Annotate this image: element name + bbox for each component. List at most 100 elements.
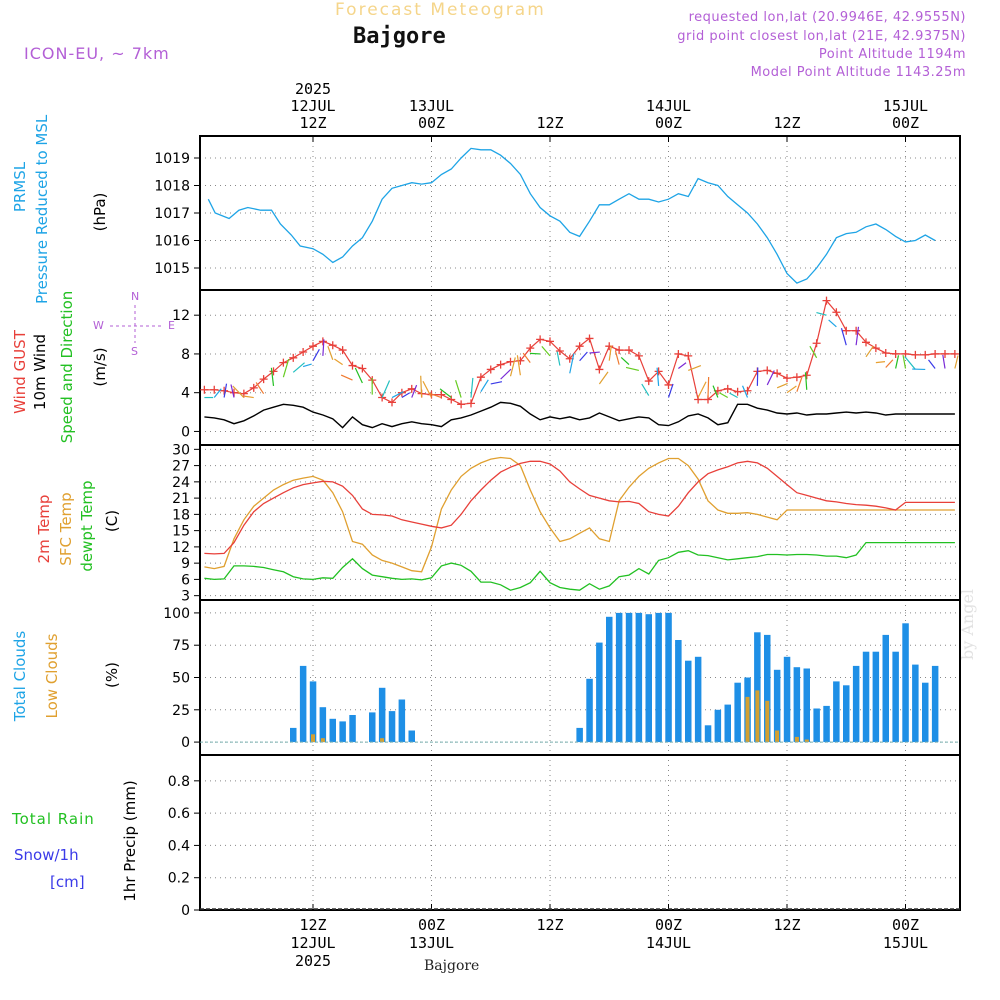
wind-direction-arrow: [828, 319, 837, 328]
total-clouds-bar: [783, 656, 791, 743]
temp-panel-border: [199, 444, 961, 601]
wind-gust-point: [407, 384, 416, 393]
total-clouds-bar: [378, 687, 386, 743]
total-clouds-bar: [724, 704, 731, 743]
wind-gust-point: [950, 349, 959, 358]
wind-direction-arrow: [480, 379, 489, 393]
wind-gust-point: [733, 387, 742, 396]
precip-tick-label: 0.6: [168, 806, 190, 822]
wind-tick-label: 8: [181, 347, 190, 363]
prmsl-series-line: [207, 147, 936, 284]
total-clouds-bar: [408, 730, 415, 743]
wind-gust-point: [862, 338, 870, 347]
clouds-tick-label: 75: [172, 638, 190, 654]
wind-direction-arrow: [322, 339, 325, 356]
wind-gust-point: [674, 349, 683, 358]
wind-direction-arrow: [541, 345, 551, 357]
location-name: Bajgore: [353, 24, 446, 49]
wind-direction-arrow: [334, 358, 343, 366]
wind-direction-arrow: [688, 364, 702, 371]
total-clouds-bar: [843, 685, 850, 743]
total-clouds-bar: [704, 725, 712, 743]
wind-direction-arrow: [381, 380, 391, 398]
wind-direction-arrow: [840, 328, 847, 346]
wind-direction-arrow: [556, 351, 561, 366]
compass-n: N: [131, 290, 140, 303]
total-clouds-bar: [714, 709, 722, 743]
wind-gust-point: [644, 377, 653, 386]
total-clouds-bar: [813, 708, 820, 743]
wind-gust-point: [279, 358, 288, 367]
wind-gust-point: [546, 337, 554, 346]
wind-direction-arrow: [428, 392, 442, 399]
pressure-tick-label: 1019: [154, 151, 190, 167]
low-clouds-bar: [804, 739, 809, 743]
total-clouds-bar: [912, 664, 919, 743]
top-time-label: 12Z: [536, 114, 563, 132]
total-clouds-bar: [576, 727, 583, 743]
wind-direction-arrow: [719, 392, 729, 399]
wind-direction-arrow: [244, 395, 254, 399]
wind-direction-arrow: [411, 384, 418, 398]
total-clouds-bar: [685, 660, 692, 743]
precip-tick-label: 0.8: [168, 774, 190, 790]
wind-direction-arrow: [522, 352, 531, 364]
low-clouds-bar: [775, 730, 780, 743]
requested-coords: requested lon,lat (20.9946E, 42.9555N): [688, 10, 966, 25]
wind-direction-arrow: [928, 359, 936, 369]
temp-tick-label: 9: [181, 556, 190, 572]
wind-gust-point: [299, 348, 308, 356]
temp-tick-label: 24: [172, 475, 190, 491]
point-altitude: Point Altitude 1194m: [818, 47, 966, 62]
wind-gust-point: [338, 346, 347, 355]
total-clouds-bar: [606, 616, 613, 743]
total-clouds-bar: [823, 705, 830, 743]
wind-gust-point: [506, 357, 515, 366]
wind-gust-point: [388, 398, 396, 407]
wind-gust-point: [625, 346, 633, 355]
wind-direction-arrow: [401, 392, 411, 399]
model-point-altitude: Model Point Altitude 1143.25m: [750, 65, 966, 80]
wind-direction-arrow: [213, 388, 222, 398]
wind-gust-point: [832, 308, 841, 317]
wind-direction-arrow: [439, 388, 452, 399]
top-time-label: 00Z: [892, 114, 919, 132]
total-clouds-bar: [872, 651, 880, 743]
total-clouds-bar: [329, 718, 336, 743]
wind-direction-arrow: [422, 380, 433, 398]
bottom-time-label: 12Z: [299, 916, 326, 934]
pressure-tick-label: 1017: [154, 206, 190, 222]
wind-direction-arrow: [255, 382, 265, 394]
total-clouds-bar: [754, 632, 761, 743]
top-time-label: 00Z: [418, 114, 445, 132]
wind-direction-arrow: [529, 352, 541, 355]
wind-gust-point: [792, 373, 801, 382]
total-clouds-bar: [931, 665, 939, 743]
wind-gust-point: [654, 367, 663, 376]
compass-e: E: [168, 319, 175, 332]
wind-gust-point: [881, 348, 890, 357]
total-clouds-bar: [734, 682, 741, 743]
temp-tick-label: 3: [181, 589, 190, 605]
wind-gust-point: [585, 334, 594, 343]
wind-gust-point: [763, 366, 772, 375]
wind-gust-point: [555, 347, 564, 356]
total-clouds-bar: [299, 665, 307, 743]
wind-gust-point: [773, 369, 782, 378]
total-clouds-bar: [398, 699, 406, 743]
wind-direction-arrow: [230, 384, 235, 398]
wind-direction-arrow: [954, 355, 959, 369]
wind-direction-arrow: [776, 382, 788, 389]
wind-direction-arrow: [232, 385, 245, 398]
wind-direction-arrow: [667, 383, 674, 398]
wind-direction-arrow: [420, 375, 423, 398]
wind-gust-point: [318, 337, 327, 346]
wind-tick-label: 0: [181, 424, 190, 440]
temp-tick-label: 30: [172, 442, 190, 458]
compass-s: S: [131, 345, 138, 358]
total-clouds-bar: [655, 612, 662, 743]
precip-tick-label: 0: [181, 903, 190, 919]
wind-gust-point: [220, 386, 229, 395]
wind-direction-arrow: [895, 355, 900, 369]
temp-tick-label: 18: [172, 507, 190, 523]
